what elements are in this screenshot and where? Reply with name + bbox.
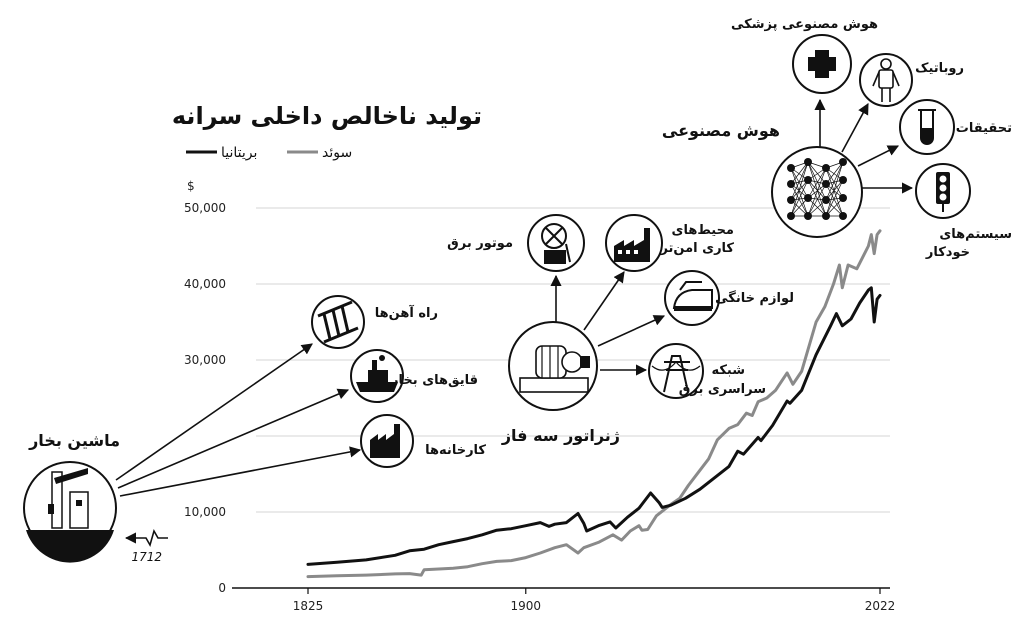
legend-label-uk: بریتانیا	[221, 145, 257, 161]
chart-title: تولید ناخالص داخلی سرانه	[172, 102, 482, 130]
series-line-uk	[306, 286, 882, 566]
y-tick-label: 10,000	[184, 505, 226, 519]
label-year-1712: 1712	[131, 550, 162, 564]
label-research: تحقیقات	[956, 121, 1012, 136]
x-ticks: 1825 1900 2022	[293, 588, 896, 613]
y-tick-label: 0	[218, 581, 226, 595]
series-group	[306, 229, 882, 579]
x-tick-label: 1900	[510, 599, 541, 613]
label-autonomous-1: سیستم‌های	[939, 227, 1012, 242]
y-ticks: 0 10,000 30,000 40,000 50,000	[184, 201, 226, 595]
arrow-to-railways	[115, 343, 313, 481]
test-tube-icon	[899, 99, 955, 155]
label-ai: هوش مصنوعی	[662, 121, 780, 140]
label-steamboats: قایق‌های بخار	[390, 373, 478, 388]
label-ai-medicine: هوش مصنوعی پزشکی	[731, 17, 878, 32]
x-tick-label: 2022	[865, 599, 896, 613]
steam-engine-icon	[23, 461, 117, 563]
label-steam-engine: ماشین بخار	[28, 431, 120, 450]
arrow-to-steamboats	[117, 388, 350, 489]
electric-motor-icon	[527, 214, 585, 272]
timeline-break-marker	[124, 528, 168, 548]
arrow-to-research	[857, 145, 900, 167]
label-autonomous-2: خودکار	[925, 245, 970, 260]
arrow-to-safe-work	[583, 271, 625, 331]
label-railways: راه آهن‌ها	[375, 304, 438, 321]
y-tick-label: 50,000	[184, 201, 226, 215]
x-tick-label: 1825	[293, 599, 324, 613]
label-safe-work-1: محیط‌های	[672, 223, 734, 238]
neural-network-icon	[771, 146, 863, 238]
traffic-light-icon	[915, 163, 971, 219]
generator-icon	[508, 321, 598, 411]
label-electric-motor: موتور برق	[447, 236, 513, 251]
iron-icon	[664, 270, 720, 326]
y-tick-label: 40,000	[184, 277, 226, 291]
robot-icon	[859, 53, 913, 107]
power-pylon-icon	[648, 343, 704, 399]
factory-icon	[360, 414, 414, 468]
medical-cross-icon	[792, 34, 852, 94]
arrow-to-factories	[119, 446, 362, 497]
label-appliances: لوازم خانگی	[715, 290, 794, 306]
railway-track-icon	[311, 295, 365, 349]
industrial-building-icon	[605, 214, 663, 272]
label-three-phase: ژنراتور سه فاز	[501, 426, 620, 445]
label-robotics: روباتیک	[915, 61, 964, 76]
y-tick-label: 30,000	[184, 353, 226, 367]
series-line-sweden	[306, 229, 882, 579]
label-safe-work-2: کاری امن‌تر	[659, 241, 734, 256]
label-grid-1: شبکه	[711, 363, 745, 378]
legend: سوئد بریتانیا	[186, 145, 352, 161]
steamboat-icon	[350, 349, 404, 403]
label-factories: کارخانه‌ها	[425, 443, 486, 458]
legend-label-sweden: سوئد	[322, 145, 352, 161]
arrow-to-robotics	[841, 103, 869, 153]
y-axis-unit: $	[187, 179, 195, 193]
label-grid-2: سراسری برق	[679, 382, 766, 397]
arrow-to-appliances	[597, 315, 666, 347]
